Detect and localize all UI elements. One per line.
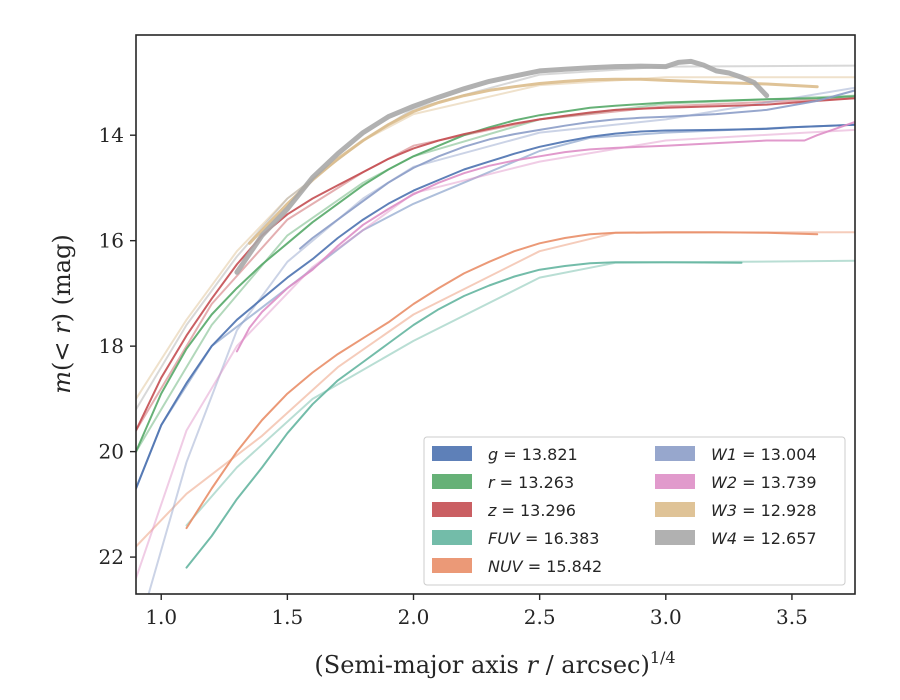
- legend-swatch-W1: [655, 446, 695, 461]
- legend-label-g: g = 13.821: [488, 445, 578, 464]
- legend-swatch-W4: [655, 530, 695, 545]
- series-z-line: [136, 97, 855, 432]
- series-W2-line: [235, 121, 855, 353]
- series-W1-faint-line: [147, 86, 855, 594]
- legend-label-W1: W1 = 13.004: [711, 445, 817, 464]
- x-tick-label: 1.0: [145, 605, 177, 629]
- legend-label-z: z = 13.296: [487, 501, 576, 520]
- legend-label-NUV: NUV = 15.842: [488, 557, 602, 576]
- x-tick-label: 2.0: [398, 605, 430, 629]
- legend-label-r: r = 13.263: [488, 473, 574, 492]
- x-tick-label: 3.5: [776, 605, 808, 629]
- x-tick-label: 1.5: [271, 605, 303, 629]
- legend-label-W2: W2 = 13.739: [711, 473, 817, 492]
- series-g-faint-line: [136, 123, 855, 490]
- series-W4-line: [234, 58, 770, 275]
- y-tick-label: 22: [99, 545, 124, 569]
- legend-swatch-z: [432, 502, 472, 517]
- series-NUV-faint-line: [136, 231, 855, 548]
- legend: g = 13.821 r = 13.263 z = 13.296 FUV = 16.3…: [423, 436, 846, 586]
- series-r-line: [136, 95, 855, 453]
- series-NUV-line: [185, 231, 819, 530]
- legend-swatch-NUV: [432, 558, 472, 573]
- legend-swatch-W2: [655, 474, 695, 489]
- legend-swatch-W3: [655, 502, 695, 517]
- plot-frame: [135, 34, 856, 595]
- legend-swatch-r: [432, 474, 472, 489]
- series-FUV-line: [185, 261, 743, 569]
- legend-swatch-g: [432, 446, 472, 461]
- legend-swatch-FUV: [432, 530, 472, 545]
- y-tick-label: 16: [99, 229, 124, 253]
- legend-label-FUV: FUV = 16.383: [488, 529, 599, 548]
- x-tick-label: 3.0: [650, 605, 682, 629]
- y-tick-label: 14: [99, 123, 124, 147]
- series-main-layer: [136, 58, 855, 569]
- series-W4-faint-line: [136, 64, 855, 411]
- x-axis-title: (Semi-major axis r / arcsec)1/4: [314, 648, 675, 679]
- legend-label-W3: W3 = 12.928: [711, 501, 817, 520]
- y-tick-label: 18: [99, 334, 124, 358]
- legend-label-W4: W4 = 12.657: [711, 529, 817, 548]
- series-g-line: [136, 123, 855, 490]
- legend-box: [423, 436, 846, 586]
- y-tick-label: 20: [99, 440, 124, 464]
- y-axis-title: mm((< r) (mag): [48, 234, 76, 394]
- y-axis-ticks: 14 16 18 20 22: [99, 123, 136, 569]
- series-W3-line: [248, 77, 819, 245]
- x-tick-label: 2.5: [524, 605, 556, 629]
- series-W1-line: [299, 89, 855, 250]
- series-W2-faint-line: [136, 128, 855, 580]
- x-axis-ticks: 1.0 1.5 2.0 2.5 3.0 3.5: [145, 594, 808, 629]
